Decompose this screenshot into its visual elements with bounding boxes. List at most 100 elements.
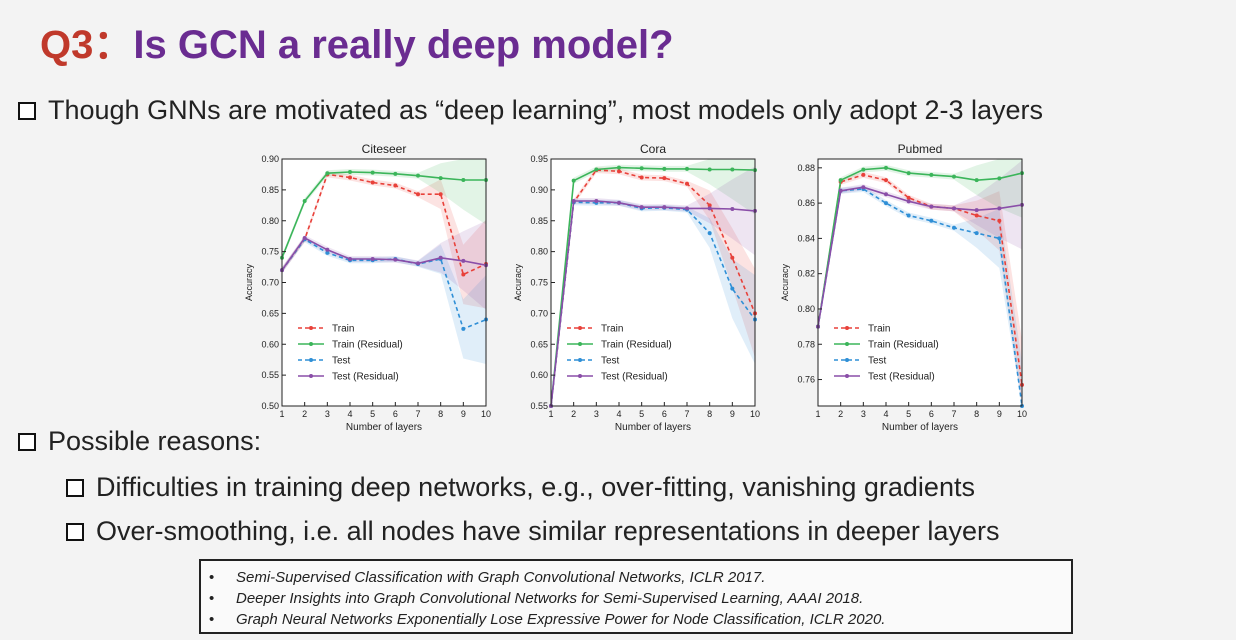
x-tick-label: 6 xyxy=(393,409,398,419)
chart-citeseer: Citeseer 1 2 3 4 5 6 7 8 9 10 0.50 0.55 0.60 0.65 0.70 0… xyxy=(244,142,491,433)
data-point xyxy=(370,257,375,262)
x-tick-label: 10 xyxy=(1017,409,1027,419)
data-point xyxy=(861,167,866,172)
y-tick-label: 0.60 xyxy=(261,339,279,349)
data-point xyxy=(861,172,866,177)
data-point xyxy=(952,225,956,230)
data-point xyxy=(997,176,1002,181)
bullet-text: Possible reasons: xyxy=(48,426,262,456)
data-point xyxy=(461,326,466,331)
data-point xyxy=(617,169,621,174)
bullet-text: Over-smoothing, i.e. all nodes have simi… xyxy=(96,516,1000,546)
data-point xyxy=(393,257,398,262)
reference-item: • Deeper Insights into Graph Convolutiona… xyxy=(209,588,1061,609)
legend-marker xyxy=(845,358,849,362)
y-tick-label: 0.90 xyxy=(530,185,548,195)
x-tick-label: 1 xyxy=(279,409,284,419)
x-tick-label: 9 xyxy=(997,409,1002,419)
bullet-motivation: Though GNNs are motivated as “deep learn… xyxy=(18,95,1043,126)
reference-item: • Semi-Supervised Classification with Gra… xyxy=(209,567,1061,588)
x-tick-label: 7 xyxy=(951,409,956,419)
x-tick-label: 2 xyxy=(571,409,576,419)
x-axis-label: Number of layers xyxy=(615,422,691,433)
y-tick-label: 0.90 xyxy=(261,154,279,164)
legend-label: Train xyxy=(601,324,623,335)
checkbox-bullet-icon xyxy=(18,101,36,120)
x-tick-label: 8 xyxy=(707,409,712,419)
data-point xyxy=(884,201,888,206)
series-line xyxy=(817,174,1023,385)
data-point xyxy=(416,192,420,197)
checkbox-bullet-icon xyxy=(18,432,36,451)
data-point xyxy=(325,250,330,255)
y-tick-label: 0.86 xyxy=(797,198,815,208)
legend-marker xyxy=(845,374,849,378)
data-point xyxy=(730,255,735,260)
title-prefix: Q3： xyxy=(40,23,134,67)
data-point xyxy=(325,171,330,176)
data-point xyxy=(685,181,689,186)
series-line xyxy=(281,173,487,276)
series-line xyxy=(550,201,756,407)
chart-pubmed: Pubmed 1 2 3 4 5 6 7 8 9 10 0.76 0.78 0.80 0.82 0.84 0.8… xyxy=(780,142,1027,433)
y-tick-label: 0.88 xyxy=(797,163,815,173)
x-tick-label: 5 xyxy=(906,409,911,419)
data-point xyxy=(906,213,911,218)
checkbox-bullet-icon xyxy=(66,478,84,497)
series-line xyxy=(817,186,1023,327)
data-point xyxy=(997,236,1002,241)
data-point xyxy=(662,166,667,171)
y-tick-label: 0.50 xyxy=(261,401,279,411)
legend-label: Train (Residual) xyxy=(868,340,939,351)
data-point xyxy=(974,231,979,236)
x-tick-label: 8 xyxy=(974,409,979,419)
y-tick-label: 0.85 xyxy=(530,216,548,226)
data-point xyxy=(730,207,735,212)
data-point xyxy=(707,167,712,172)
x-tick-label: 3 xyxy=(861,409,866,419)
series-band xyxy=(551,166,755,406)
data-point xyxy=(348,257,352,262)
data-point xyxy=(461,272,466,277)
x-tick-label: 2 xyxy=(302,409,307,419)
y-tick-label: 0.76 xyxy=(797,375,815,385)
series-line xyxy=(281,236,487,271)
x-tick-label: 6 xyxy=(662,409,667,419)
data-point xyxy=(685,166,689,171)
data-point xyxy=(685,206,689,211)
x-tick-label: 4 xyxy=(883,409,888,419)
data-point xyxy=(438,192,443,197)
data-point xyxy=(861,185,866,190)
data-point xyxy=(617,200,621,205)
bullet-text: Difficulties in training deep networks, … xyxy=(96,472,975,502)
data-point xyxy=(952,174,956,179)
legend-label: Test xyxy=(601,356,620,367)
legend-label: Train (Residual) xyxy=(332,340,403,351)
series-band xyxy=(551,159,755,406)
data-point xyxy=(348,175,352,180)
y-axis-label: Accuracy xyxy=(244,263,254,301)
y-tick-label: 0.80 xyxy=(797,304,815,314)
x-tick-label: 2 xyxy=(838,409,843,419)
legend-marker xyxy=(309,374,313,378)
data-point xyxy=(416,261,420,266)
series-line xyxy=(550,200,756,407)
data-point xyxy=(707,231,712,236)
data-point xyxy=(929,204,934,209)
x-axis-label: Number of layers xyxy=(882,422,958,433)
x-tick-label: 6 xyxy=(929,409,934,419)
legend-label: Test xyxy=(868,356,887,367)
data-point xyxy=(906,199,911,204)
reference-marker: • xyxy=(209,590,215,607)
y-tick-label: 0.78 xyxy=(797,339,815,349)
data-point xyxy=(662,205,667,210)
series-band xyxy=(282,171,486,309)
y-axis-label: Accuracy xyxy=(780,263,790,301)
x-tick-label: 3 xyxy=(594,409,599,419)
y-tick-label: 0.84 xyxy=(797,233,815,243)
data-point xyxy=(952,206,956,211)
checkbox-bullet-icon xyxy=(66,522,84,541)
legend-label: Train (Residual) xyxy=(601,340,672,351)
data-point xyxy=(302,198,307,203)
data-point xyxy=(730,286,735,291)
